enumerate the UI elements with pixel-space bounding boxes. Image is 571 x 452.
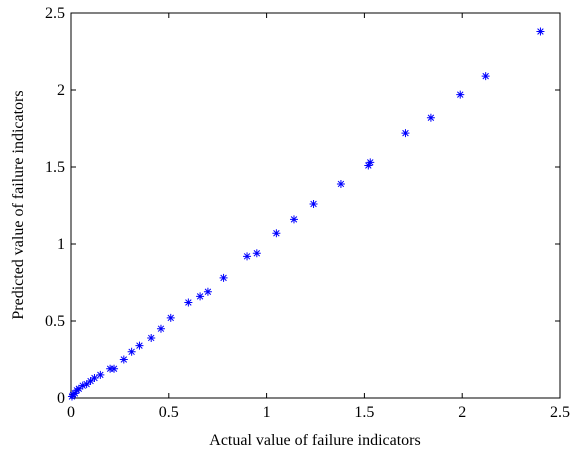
x-axis-label: Actual value of failure indicators <box>209 432 420 449</box>
y-tick-label: 2 <box>57 82 65 99</box>
y-tick-label: 0.5 <box>45 313 65 330</box>
x-tick-label: 2 <box>458 404 466 421</box>
data-point <box>147 333 156 342</box>
data-point <box>78 381 87 390</box>
y-tick-label: 1.5 <box>45 159 65 176</box>
data-point <box>119 355 128 364</box>
y-tick-label: 2.5 <box>45 5 65 22</box>
data-point <box>252 249 261 258</box>
data-points <box>67 27 545 401</box>
data-point <box>309 199 318 208</box>
data-point <box>74 384 83 393</box>
x-tick-label: 1.5 <box>354 404 374 421</box>
x-axis-ticks: 0 0.5 1 1.5 2 2.5 <box>67 13 570 421</box>
x-tick-label: 2.5 <box>550 404 570 421</box>
data-point <box>135 341 144 350</box>
data-point <box>272 229 281 238</box>
data-point <box>90 373 99 382</box>
data-point <box>110 364 119 373</box>
data-point <box>70 389 79 398</box>
x-tick-label: 1 <box>263 404 271 421</box>
data-point <box>219 273 228 282</box>
data-point <box>536 27 545 36</box>
data-point <box>86 377 95 386</box>
data-point <box>203 287 212 296</box>
data-point <box>166 313 175 322</box>
y-tick-label: 0 <box>57 390 65 407</box>
data-point <box>82 380 91 389</box>
data-point <box>243 252 252 261</box>
data-point <box>366 158 375 167</box>
data-point <box>156 324 165 333</box>
data-point <box>127 347 136 356</box>
y-axis-label: Predicted value of failure indicators <box>10 90 27 319</box>
data-point <box>401 129 410 138</box>
data-point <box>364 161 373 170</box>
data-point <box>426 113 435 122</box>
data-point <box>184 298 193 307</box>
data-point <box>481 72 490 81</box>
x-tick-label: 0.5 <box>159 404 179 421</box>
data-point <box>456 90 465 99</box>
y-tick-label: 1 <box>57 236 65 253</box>
x-tick-label: 0 <box>67 404 75 421</box>
data-point <box>196 292 205 301</box>
data-point <box>96 370 105 379</box>
data-point <box>289 215 298 224</box>
data-point <box>336 179 345 188</box>
